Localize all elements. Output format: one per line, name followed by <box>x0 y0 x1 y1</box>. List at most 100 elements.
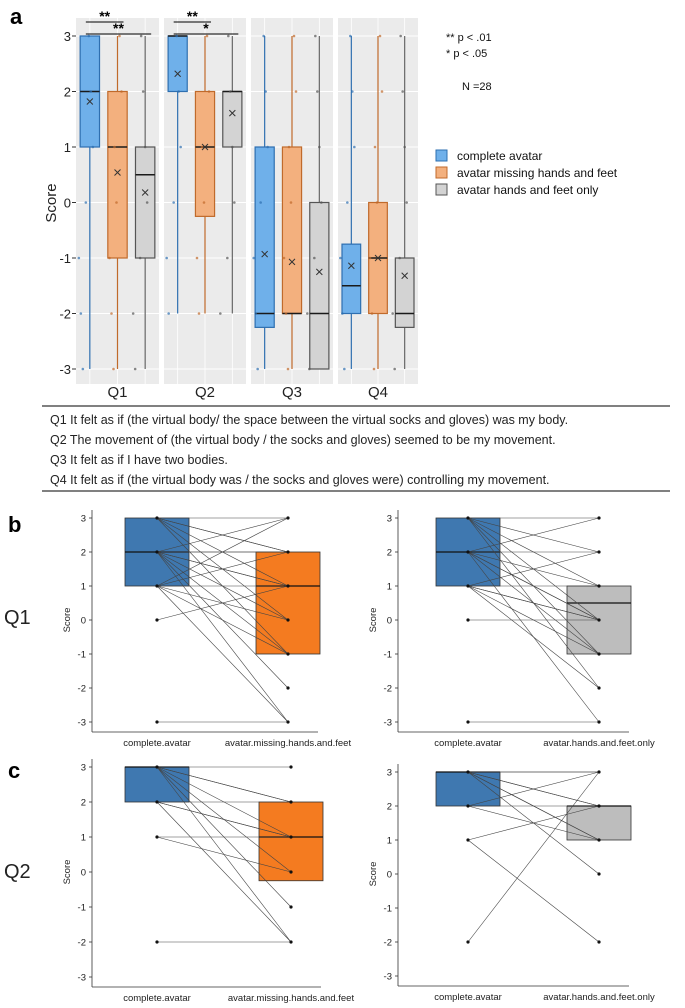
data-point <box>320 201 323 204</box>
box <box>254 146 275 328</box>
y-tick-label: -3 <box>78 973 86 984</box>
data-point <box>403 145 406 149</box>
panel-b-right-paired-plot: 3 2 1 0 -1 -2 -3 Score complete.avatar avatar.han… <box>368 510 655 749</box>
y-tick-label: 2 <box>81 548 86 559</box>
data-point <box>289 800 293 804</box>
data-point <box>289 201 293 204</box>
y-axis-title: Score <box>368 608 379 633</box>
box <box>194 90 216 217</box>
x-tick-label: complete.avatar <box>123 993 191 1004</box>
data-point <box>264 90 267 93</box>
box <box>341 243 362 315</box>
question-q1: Q1 It felt as if (the virtual body/ the … <box>50 413 569 427</box>
data-point <box>155 550 159 554</box>
data-point <box>155 800 159 804</box>
mean-marker <box>114 169 121 176</box>
data-point <box>343 367 346 371</box>
y-tick-label: 0 <box>64 196 71 211</box>
data-point <box>256 367 259 371</box>
data-point <box>289 940 293 944</box>
y-tick-label: -1 <box>384 904 392 915</box>
x-tick-label: avatar.hands.and.feet.only <box>543 738 655 749</box>
data-point <box>597 804 601 808</box>
y-tick-label: -2 <box>384 684 392 695</box>
data-point <box>466 618 470 622</box>
mean-marker <box>347 262 355 270</box>
pair-line <box>467 839 600 943</box>
data-point <box>165 256 168 260</box>
data-point <box>289 835 293 839</box>
data-point <box>179 145 182 149</box>
legend-swatch <box>435 166 448 179</box>
data-point <box>155 720 159 724</box>
data-point <box>349 34 352 38</box>
y-tick-label: -3 <box>78 718 86 729</box>
box <box>281 146 303 315</box>
data-point <box>391 312 394 315</box>
data-point <box>286 367 290 371</box>
data-point <box>286 652 290 656</box>
data-point <box>155 516 159 520</box>
y-tick-label: 1 <box>81 833 86 844</box>
data-point <box>294 90 298 93</box>
pair-line <box>467 805 600 841</box>
box <box>222 90 243 148</box>
x-tick-label: complete.avatar <box>434 992 502 1003</box>
mean-marker <box>288 258 296 266</box>
facet-label: Q2 <box>195 384 215 401</box>
y-axis-title: Score <box>43 183 60 222</box>
data-point <box>313 256 316 260</box>
pair-line <box>156 585 289 621</box>
data-point <box>231 145 234 149</box>
pair-line <box>467 771 600 943</box>
y-tick-label: -3 <box>384 972 392 983</box>
pair-line <box>156 801 292 838</box>
data-point <box>177 90 180 93</box>
y-tick-label: -3 <box>384 718 392 729</box>
y-tick-label: -3 <box>59 362 71 377</box>
y-tick-label: 1 <box>81 582 86 593</box>
data-point <box>368 256 372 260</box>
data-point <box>133 367 137 371</box>
data-point <box>378 34 382 38</box>
data-point <box>370 312 374 315</box>
data-point <box>466 804 470 808</box>
data-point <box>219 312 222 315</box>
data-point <box>112 367 115 371</box>
data-point <box>202 201 206 204</box>
y-tick-label: 2 <box>81 798 86 809</box>
box <box>435 771 501 807</box>
data-point <box>284 312 288 315</box>
data-point <box>597 516 601 520</box>
data-point <box>84 201 88 204</box>
mean-marker <box>374 254 382 262</box>
y-tick-label: 3 <box>81 763 86 774</box>
question-q4: Q4 It felt as if (the virtual body was /… <box>50 473 550 487</box>
pair-line <box>467 771 600 807</box>
data-point <box>262 34 265 38</box>
data-point <box>259 201 262 204</box>
data-point <box>393 367 396 371</box>
question-q2: Q2 The movement of (the virtual body / t… <box>50 433 556 447</box>
data-point <box>405 201 408 204</box>
data-point <box>466 516 470 520</box>
data-point <box>77 256 81 260</box>
facet-label: Q4 <box>368 384 388 401</box>
data-point <box>289 905 293 909</box>
row-label-q2: Q2 <box>4 861 31 883</box>
y-tick-label: 1 <box>64 140 71 155</box>
box <box>255 551 321 655</box>
data-point <box>286 618 290 622</box>
data-point <box>226 256 229 260</box>
box <box>107 90 128 259</box>
data-point <box>341 312 344 315</box>
data-point <box>286 516 290 520</box>
data-point <box>89 90 93 93</box>
data-point <box>346 201 349 204</box>
data-point <box>200 145 204 149</box>
data-point <box>380 90 384 93</box>
pair-line <box>467 551 600 587</box>
data-point <box>316 90 319 93</box>
mean-marker <box>141 189 149 196</box>
